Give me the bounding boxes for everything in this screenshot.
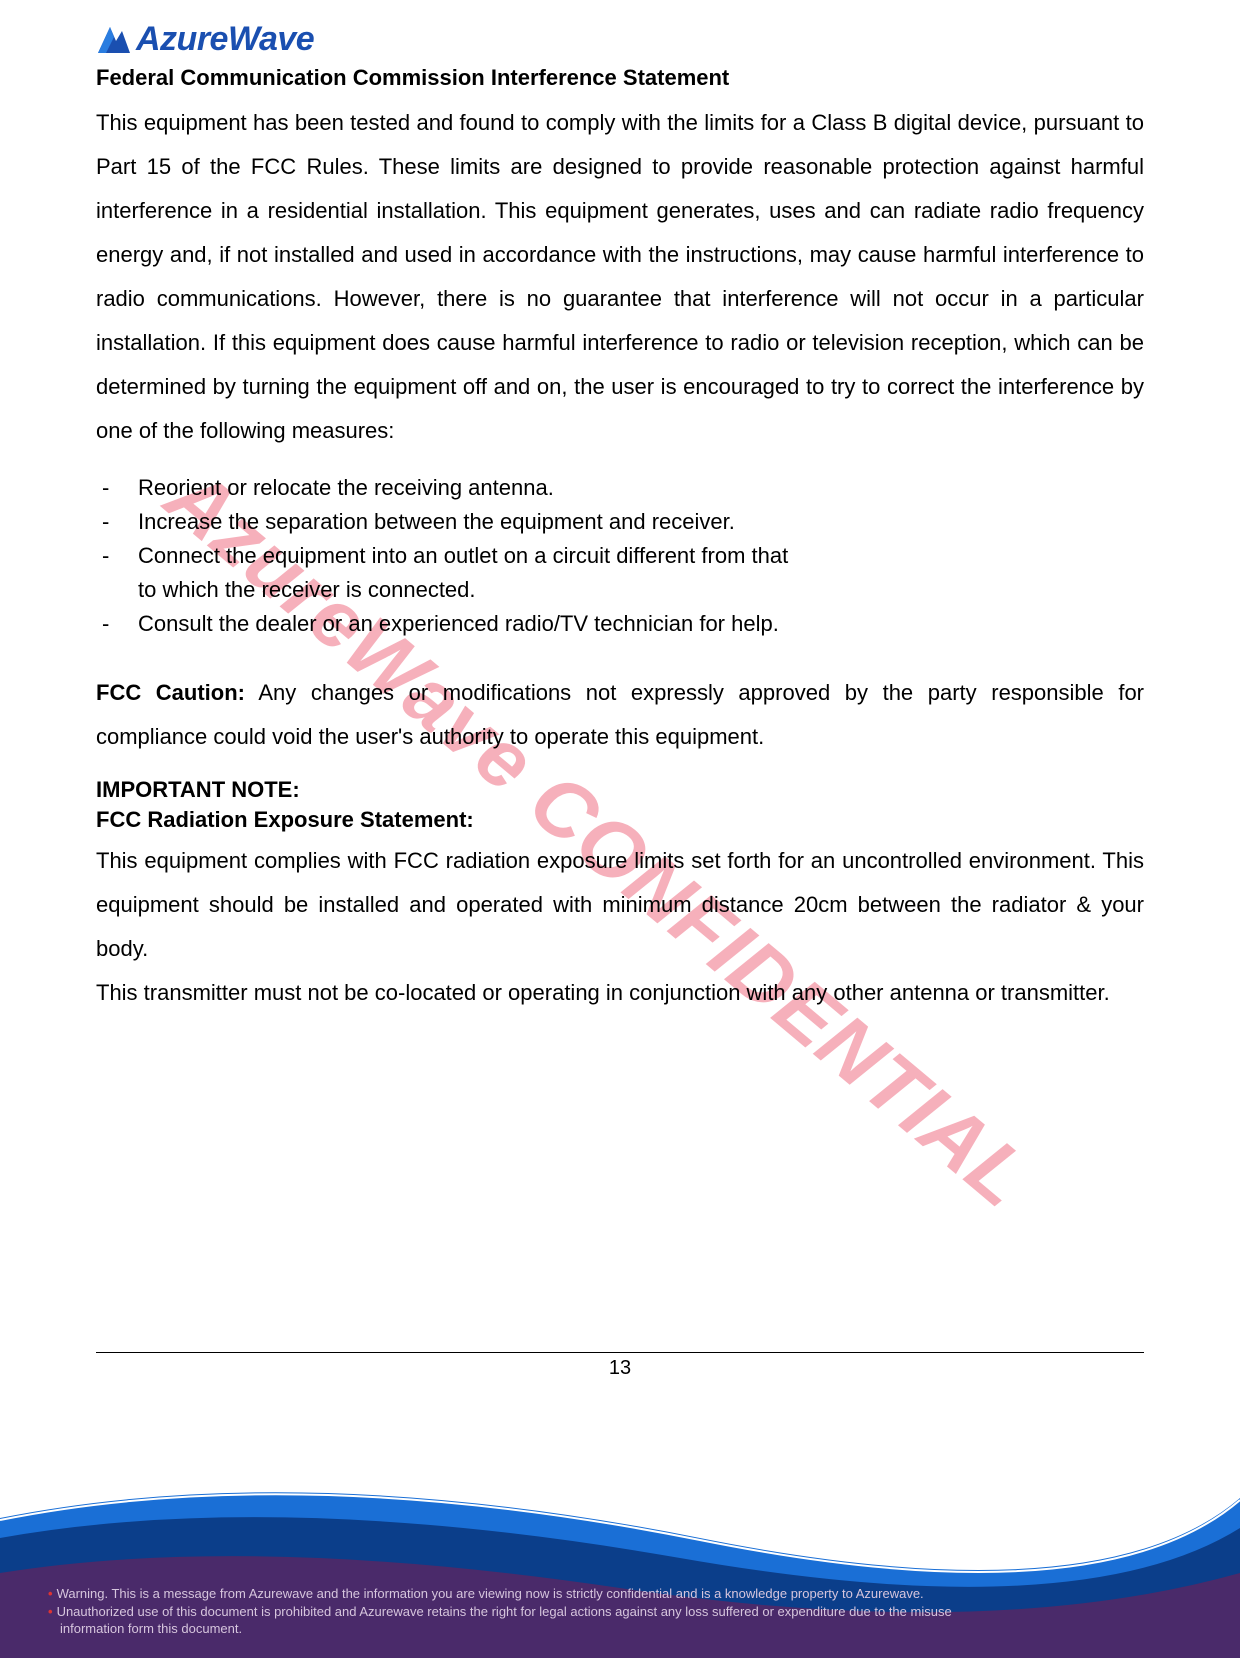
page-footer: •Warning. This is a message from Azurewa… — [0, 1398, 1240, 1658]
fcc-caution-paragraph: FCC Caution: Any changes or modification… — [96, 671, 1144, 759]
bullet-continuation: to which the receiver is connected. — [96, 573, 1144, 607]
bullet-text: Increase the separation between the equi… — [138, 505, 1144, 539]
logo-mark-icon — [96, 23, 132, 57]
page-number-area: 13 — [0, 1352, 1240, 1380]
intro-paragraph: This equipment has been tested and found… — [96, 101, 1144, 453]
page-number-rule — [96, 1352, 1144, 1353]
logo-brand-text: AzureWave — [136, 20, 314, 59]
logo: AzureWave — [96, 20, 1144, 59]
footer-warning-text: •Warning. This is a message from Azurewa… — [48, 1585, 1240, 1638]
bullet-list: - Reorient or relocate the receiving ant… — [96, 471, 1144, 641]
page-content: AzureWave Federal Communication Commissi… — [0, 0, 1240, 1015]
bullet-dash-icon: - — [96, 539, 138, 573]
page-number: 13 — [609, 1357, 631, 1379]
bullet-dash-icon: - — [96, 471, 138, 505]
radiation-paragraph-2: This transmitter must not be co-located … — [96, 971, 1144, 1015]
footer-line-3: information form this document. — [60, 1621, 242, 1636]
footer-line-2: Unauthorized use of this document is pro… — [57, 1604, 952, 1619]
bullet-dash-icon: - — [96, 505, 138, 539]
bullet-text: Consult the dealer or an experienced rad… — [138, 607, 1144, 641]
bullet-text: Connect the equipment into an outlet on … — [138, 539, 1144, 573]
important-note-label: IMPORTANT NOTE: — [96, 777, 1144, 803]
fcc-caution-label: FCC Caution: — [96, 680, 245, 705]
radiation-heading: FCC Radiation Exposure Statement: — [96, 807, 1144, 833]
radiation-paragraph-1: This equipment complies with FCC radiati… — [96, 839, 1144, 971]
fcc-caution-body: Any changes or modifications not express… — [96, 680, 1144, 749]
bullet-dash-icon: - — [96, 607, 138, 641]
list-item: - Consult the dealer or an experienced r… — [96, 607, 1144, 641]
bullet-text: Reorient or relocate the receiving anten… — [138, 471, 1144, 505]
list-item: - Increase the separation between the eq… — [96, 505, 1144, 539]
page-title: Federal Communication Commission Interfe… — [96, 65, 1144, 91]
footer-line-1: Warning. This is a message from Azurewav… — [57, 1586, 924, 1601]
list-item: - Connect the equipment into an outlet o… — [96, 539, 1144, 573]
list-item: - Reorient or relocate the receiving ant… — [96, 471, 1144, 505]
